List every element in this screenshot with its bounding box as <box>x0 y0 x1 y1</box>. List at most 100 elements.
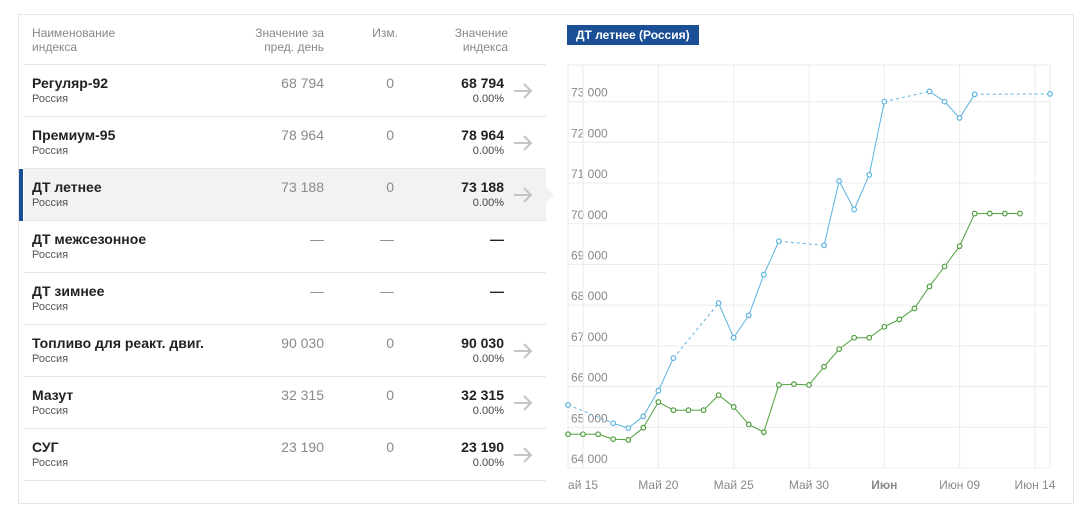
index-region: Россия <box>32 353 69 365</box>
series-1-segment <box>627 427 644 441</box>
series-1-point <box>1001 210 1008 217</box>
prev-value: 32 315 <box>281 387 324 403</box>
series-1-point <box>730 404 737 410</box>
series-0-segment <box>673 302 720 359</box>
table-row[interactable]: СУГ Россия 23 190 0 23 190 0.00% <box>24 429 546 481</box>
series-0-point <box>655 387 662 394</box>
y-tick-label: 66 000 <box>571 371 608 385</box>
arrow-right-icon[interactable] <box>512 393 534 413</box>
series-0-segment <box>567 404 614 424</box>
x-tick-label: Июн <box>871 478 897 492</box>
prev-value: 78 964 <box>281 127 324 143</box>
index-region: Россия <box>32 249 69 261</box>
index-name: Регуляр-92 <box>32 75 109 91</box>
table-body: Регуляр-92 Россия 68 794 0 68 794 0.00% Премиу… <box>19 65 554 481</box>
widget-frame <box>18 14 1074 504</box>
series-0-segment <box>944 101 960 119</box>
series-1-point <box>670 407 677 414</box>
series-1-point <box>760 429 767 436</box>
index-value: 73 188 <box>461 179 504 195</box>
series-1-point <box>595 431 602 438</box>
series-0-segment <box>718 302 735 338</box>
index-region: Россия <box>32 301 69 313</box>
y-tick-label: 65 000 <box>571 411 608 425</box>
arrow-right-icon[interactable] <box>512 133 534 153</box>
series-1-point <box>851 334 858 341</box>
index-value: 23 190 <box>461 439 504 455</box>
change-percent: 0.00% <box>472 457 504 469</box>
index-region: Россия <box>32 457 69 469</box>
series-0-point <box>565 402 571 408</box>
index-name: ДТ межсезонное <box>32 231 147 247</box>
series-1-point <box>896 316 903 323</box>
y-tick-label: 67 000 <box>571 330 608 344</box>
series-1-point <box>821 363 827 370</box>
y-tick-label: 73 000 <box>571 86 608 100</box>
series-1-segment <box>914 286 930 309</box>
series-1-segment <box>944 245 961 267</box>
arrow-right-icon[interactable] <box>512 81 534 101</box>
series-1-point <box>715 392 722 399</box>
series-0-point <box>971 91 978 98</box>
series-0-point <box>881 98 888 105</box>
table-row[interactable]: ДТ зимнее Россия — — — <box>24 273 546 325</box>
y-tick-label: 70 000 <box>571 208 608 222</box>
series-1-segment <box>838 337 855 350</box>
series-1-point <box>700 407 707 414</box>
table-row[interactable]: ДТ летнее Россия 73 188 0 73 188 0.00% <box>19 169 554 221</box>
table-row[interactable]: ДТ межсезонное Россия — — — <box>24 221 546 273</box>
x-tick-label: Июн 14 <box>1014 478 1055 492</box>
series-0-point <box>1047 91 1053 97</box>
table-header: Наименование индекса Значение за пред. д… <box>24 14 546 65</box>
series-0-segment <box>642 390 659 417</box>
series-1-point <box>610 436 617 442</box>
table-row[interactable]: Регуляр-92 Россия 68 794 0 68 794 0.00% <box>24 65 546 117</box>
table-row[interactable]: Топливо для реакт. двиг. Россия 90 030 0 90 … <box>24 325 546 377</box>
series-0-point <box>866 172 873 178</box>
series-0-point <box>941 98 948 105</box>
header-value: Значение индекса <box>454 26 508 54</box>
prev-value: 73 188 <box>281 179 324 195</box>
series-0-segment <box>823 180 840 246</box>
prev-value: 68 794 <box>281 75 324 91</box>
change-percent: 0.00% <box>472 405 504 417</box>
index-value: — <box>490 231 504 247</box>
arrow-right-icon[interactable] <box>512 185 534 205</box>
change-percent: 0.00% <box>472 197 504 209</box>
series-1-segment <box>808 366 825 386</box>
index-value: 68 794 <box>461 75 504 91</box>
series-1-segment <box>868 326 885 339</box>
table-row[interactable]: Премиум-95 Россия 78 964 0 78 964 0.00% <box>24 117 546 169</box>
series-0-point <box>625 425 632 432</box>
header-name: Наименование индекса <box>32 26 116 54</box>
prev-value: — <box>310 231 324 247</box>
y-tick-label: 68 000 <box>571 289 608 303</box>
change-value: 0 <box>386 127 394 143</box>
series-1-point <box>866 334 873 341</box>
x-tick-label: Июн 09 <box>939 478 980 492</box>
series-0-point <box>836 178 843 184</box>
series-1-point <box>775 382 782 388</box>
chart-title: ДТ летнее (Россия) <box>567 25 699 45</box>
series-0-segment <box>748 274 765 316</box>
index-region: Россия <box>32 93 69 105</box>
series-1-point <box>640 424 647 431</box>
series-0-segment <box>868 101 885 176</box>
table-row[interactable]: Мазут Россия 32 315 0 32 315 0.00% <box>24 377 546 429</box>
change-percent: 0.00% <box>472 145 504 157</box>
series-1-segment <box>929 266 945 287</box>
index-value: 90 030 <box>461 335 504 351</box>
index-region: Россия <box>32 405 69 417</box>
series-0-point <box>640 413 647 420</box>
series-1-point <box>971 210 978 217</box>
arrow-right-icon[interactable] <box>512 341 534 361</box>
index-value: 78 964 <box>461 127 504 143</box>
series-1-point <box>836 346 843 353</box>
header-prev-value: Значение за пред. день <box>255 26 324 54</box>
prev-value: 90 030 <box>281 335 324 351</box>
prev-value: 23 190 <box>281 439 324 455</box>
series-1-point <box>926 283 933 290</box>
arrow-right-icon[interactable] <box>512 445 534 465</box>
series-1-segment <box>823 348 840 367</box>
series-1-point <box>941 263 948 270</box>
